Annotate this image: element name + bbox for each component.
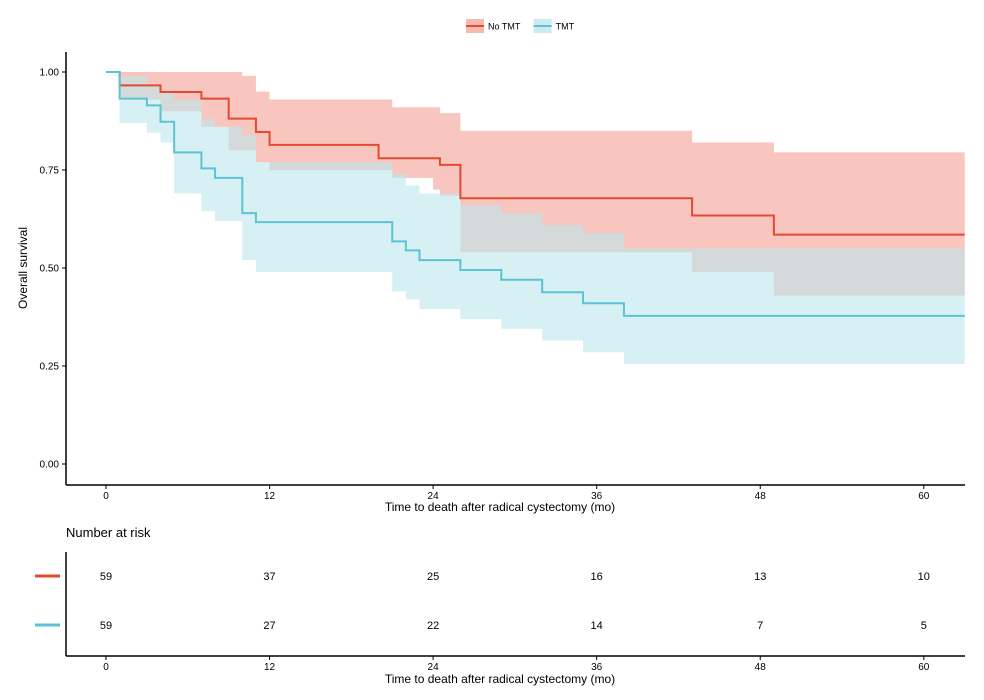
y-tick-label: 0.50 (40, 264, 60, 275)
x-tick-label: 60 (918, 491, 930, 502)
risk-x-tick-label: 12 (264, 662, 276, 673)
risk-x-tick-label: 24 (428, 662, 440, 673)
x-axis-label: Time to death after radical cystectomy (… (385, 500, 615, 514)
risk-table-x-axis-label: Time to death after radical cystectomy (… (385, 672, 615, 686)
risk-x-tick-label: 48 (755, 662, 767, 673)
risk-x-tick-label: 0 (103, 662, 109, 673)
x-tick-label: 36 (591, 491, 603, 502)
risk-count: 13 (754, 571, 766, 583)
y-tick-label: 0.75 (40, 166, 60, 177)
x-tick-label: 24 (428, 491, 440, 502)
risk-count: 10 (918, 571, 930, 583)
y-tick-label: 0.25 (40, 362, 60, 373)
confidence-band-no-tmt (106, 72, 965, 296)
risk-count: 14 (591, 620, 603, 632)
risk-count: 27 (263, 620, 275, 632)
risk-table-title: Number at risk (66, 525, 151, 540)
risk-x-tick-label: 60 (918, 662, 930, 673)
x-tick-label: 12 (264, 491, 276, 502)
risk-count: 7 (757, 620, 763, 632)
risk-count: 25 (427, 571, 439, 583)
risk-table: 59 37 25 16 13 10 59 27 22 14 7 5 0 12 24 36 48 60 (35, 552, 965, 673)
risk-x-tick-label: 36 (591, 662, 603, 673)
legend-label: TMT (556, 22, 575, 32)
x-tick-label: 48 (755, 491, 767, 502)
risk-count: 22 (427, 620, 439, 632)
confidence-bands (106, 72, 965, 365)
survival-line-tmt (106, 71, 965, 317)
confidence-band-tmt (106, 72, 965, 365)
y-tick-label: 1.00 (40, 68, 60, 79)
legend: No TMT TMT (466, 19, 575, 33)
survival-curves (106, 71, 965, 317)
main-axes: 0.00 0.25 0.50 0.75 1.00 0 12 24 36 48 60 (40, 52, 965, 502)
risk-count: 59 (100, 571, 112, 583)
x-tick-label: 0 (103, 491, 109, 502)
risk-count: 5 (921, 620, 927, 632)
risk-count: 16 (591, 571, 603, 583)
survival-line-no-tmt (106, 71, 965, 236)
risk-count: 59 (100, 620, 112, 632)
y-tick-label: 0.00 (40, 460, 60, 471)
legend-label: No TMT (488, 22, 521, 32)
risk-count: 37 (263, 571, 275, 583)
y-axis-label: Overall survival (16, 227, 30, 309)
